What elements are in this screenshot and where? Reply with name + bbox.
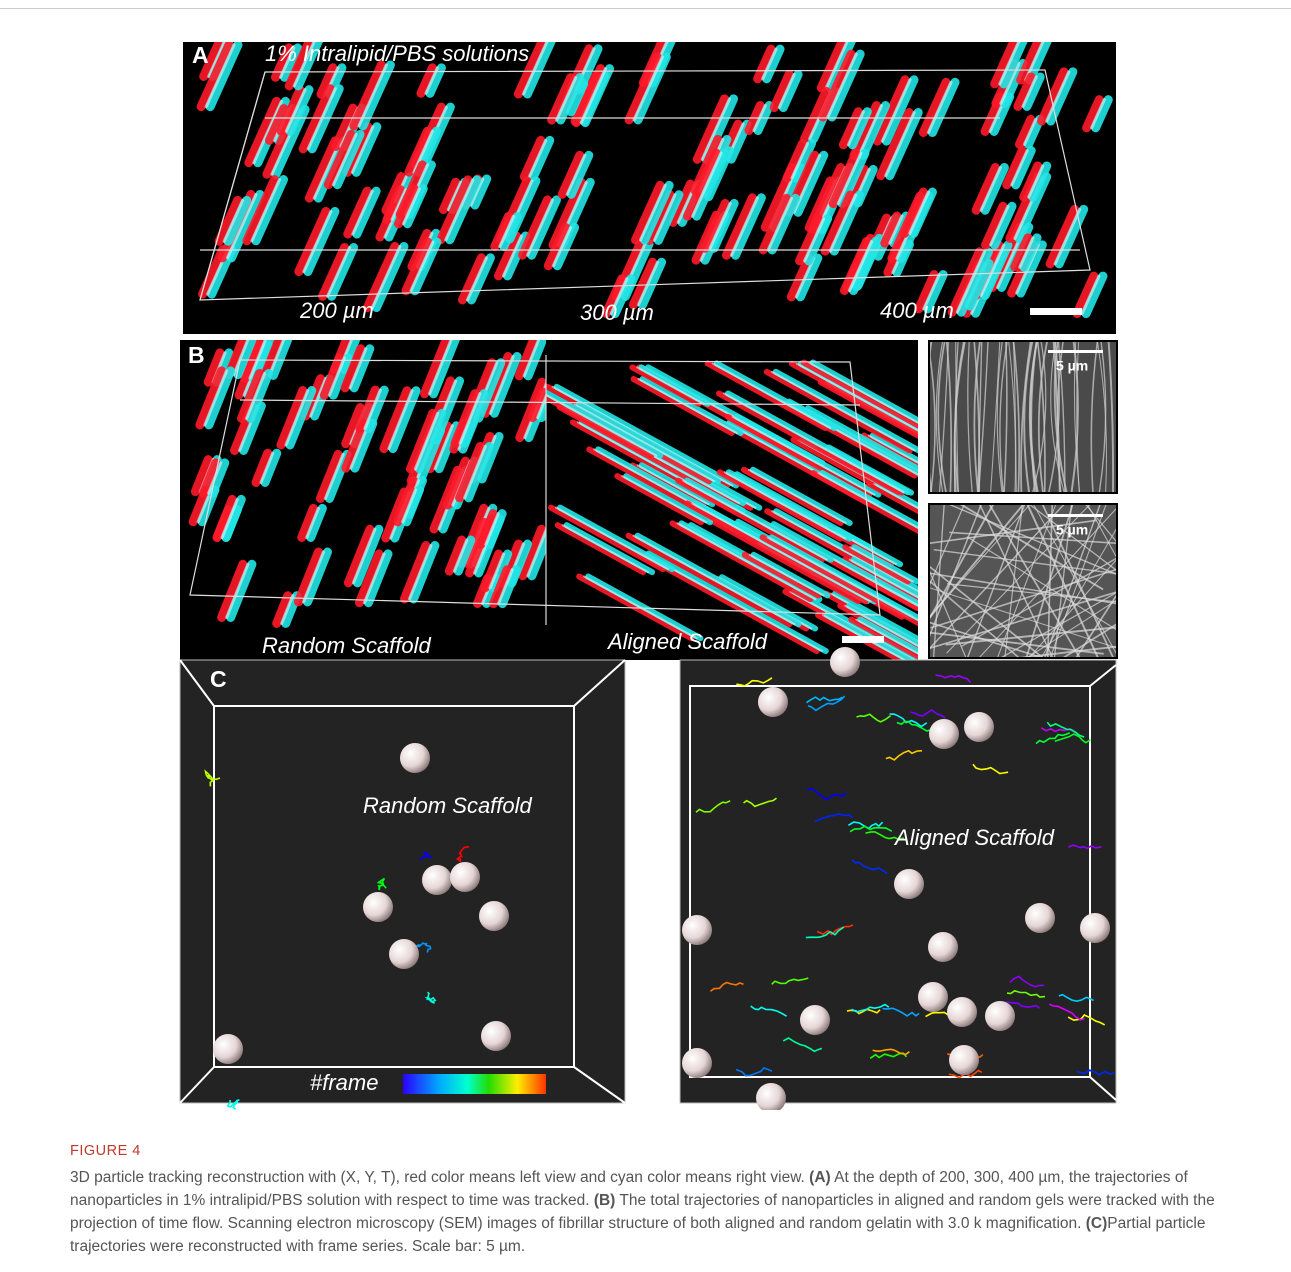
particle xyxy=(363,892,393,922)
particle xyxy=(1025,903,1055,933)
scale-bar xyxy=(1048,350,1103,353)
depth-label: 300 µm xyxy=(580,300,654,325)
caption-heading: FIGURE 4 xyxy=(70,1140,1230,1163)
sem-scale: 5 µm xyxy=(1056,358,1088,374)
particle xyxy=(682,915,712,945)
depth-label: 200 µm xyxy=(299,298,374,323)
particle xyxy=(213,1034,243,1064)
caption-text: 3D particle tracking reconstruction with… xyxy=(70,1169,805,1186)
figure: A 1% Intralipid/PBS solutions 200 µm 300… xyxy=(0,0,1291,1110)
fiber xyxy=(1120,340,1129,495)
colorbar-label: #frame xyxy=(310,1070,378,1095)
sem-scale: 5 µm xyxy=(1056,522,1088,538)
scaffold-label: Aligned Scaffold xyxy=(606,629,768,654)
particle xyxy=(949,1045,979,1075)
scale-bar xyxy=(1048,514,1103,517)
particle xyxy=(422,865,452,895)
particle xyxy=(964,712,994,742)
particle xyxy=(830,647,860,677)
scaffold-label: Random Scaffold xyxy=(262,633,432,658)
particle xyxy=(800,1005,830,1035)
scale-bar xyxy=(842,636,884,643)
particle xyxy=(400,743,430,773)
caption-ref: (A) xyxy=(809,1169,831,1186)
depth-label: 400 µm xyxy=(880,298,954,323)
particle xyxy=(481,1021,511,1051)
scale-bar xyxy=(1030,308,1082,315)
particle xyxy=(450,862,480,892)
particle xyxy=(918,982,948,1012)
page: A 1% Intralipid/PBS solutions 200 µm 300… xyxy=(0,0,1291,1272)
particle xyxy=(682,1048,712,1078)
panel-c-left xyxy=(180,660,625,1103)
particle xyxy=(928,932,958,962)
caption-ref: (B) xyxy=(594,1192,616,1209)
particle xyxy=(947,997,977,1027)
particle xyxy=(758,687,788,717)
particle xyxy=(985,1001,1015,1031)
colorbar xyxy=(403,1074,546,1094)
scaffold-label: Aligned Scaffold xyxy=(893,825,1055,850)
particle xyxy=(389,939,419,969)
caption-ref: (C) xyxy=(1086,1215,1108,1232)
caption: FIGURE 4 3D particle tracking reconstruc… xyxy=(70,1140,1230,1258)
particle xyxy=(894,869,924,899)
scaffold-label: Random Scaffold xyxy=(363,793,533,818)
panel-label: A xyxy=(192,42,209,68)
fiber xyxy=(1117,340,1125,495)
panel-title: 1% Intralipid/PBS solutions xyxy=(265,41,529,66)
particle xyxy=(479,901,509,931)
panel-label: B xyxy=(188,342,205,368)
panel-label: C xyxy=(210,666,227,692)
particle xyxy=(1080,913,1110,943)
particle xyxy=(929,719,959,749)
